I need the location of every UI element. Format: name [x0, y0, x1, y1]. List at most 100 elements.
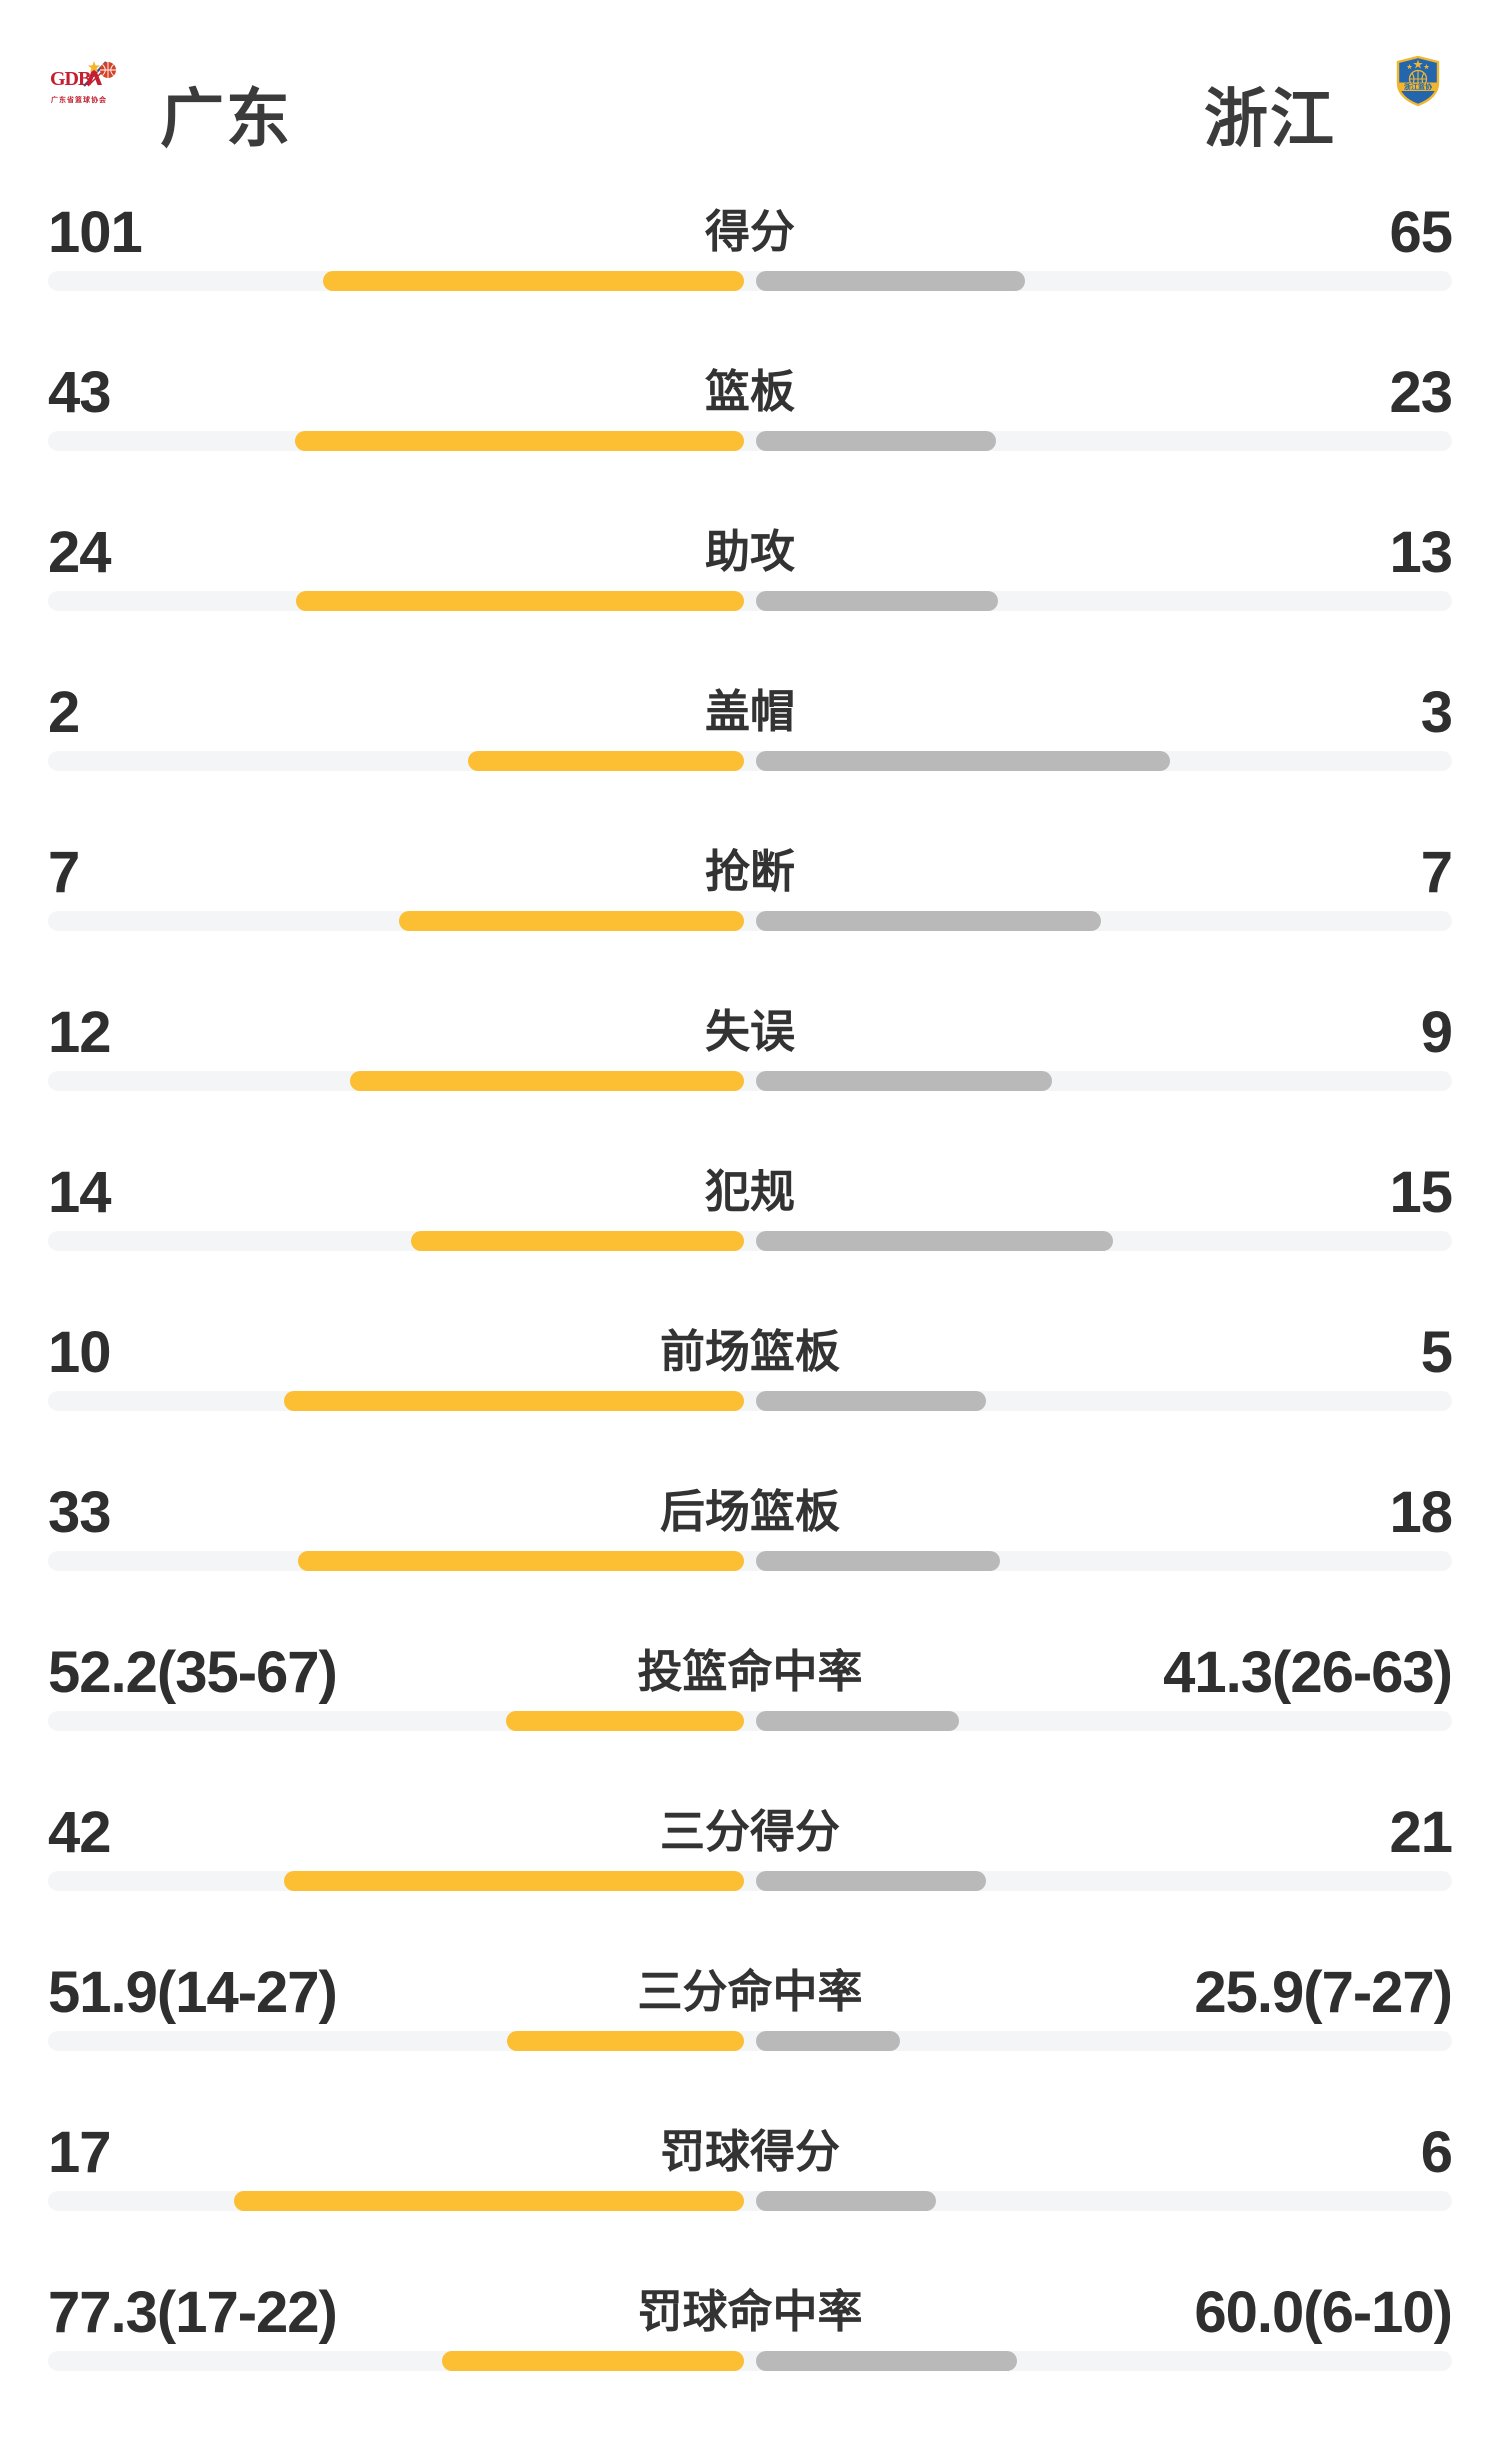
- header: GDB 广东省篮球协会 广东 浙江 ★ ★ ★ 浙江篮协: [48, 0, 1452, 200]
- home-value: 2: [48, 679, 80, 745]
- away-value: 3: [1420, 679, 1453, 745]
- bar-track: [48, 1071, 1452, 1091]
- home-bar: [399, 911, 744, 931]
- svg-text:★: ★: [1406, 64, 1412, 71]
- away-value: 18: [1389, 1479, 1453, 1545]
- home-bar: [468, 751, 744, 771]
- stat-label: 助攻: [704, 526, 795, 577]
- bar-track: [48, 1231, 1452, 1251]
- stat-row-assists: 24 13 助攻: [48, 519, 1453, 681]
- stats-list: 101 65 得分 43 23 篮板 24 13 助攻 2 3 盖帽: [48, 199, 1453, 2441]
- home-value: 52.2(35-67): [48, 1639, 338, 1705]
- home-bar: [442, 2351, 744, 2371]
- stat-label: 三分得分: [659, 1806, 840, 1857]
- stat-row-free-throw-points: 17 6 罚球得分: [48, 2119, 1453, 2281]
- stat-row-points: 101 65 得分: [48, 199, 1453, 361]
- stat-row-fouls: 14 15 犯规: [48, 1159, 1453, 1321]
- stat-row-free-throw-pct: 77.3(17-22) 60.0(6-10) 罚球命中率: [48, 2279, 1453, 2441]
- bar-track: [48, 911, 1452, 931]
- stat-label: 失误: [704, 1006, 795, 1057]
- zhejiang-logo-banner-text: 浙江篮协: [1404, 82, 1432, 91]
- away-value: 21: [1389, 1799, 1453, 1865]
- away-value: 7: [1420, 839, 1453, 905]
- home-value: 43: [48, 359, 112, 425]
- away-bar: [756, 1071, 1052, 1091]
- home-bar: [284, 1871, 744, 1891]
- stat-row-rebounds: 43 23 篮板: [48, 359, 1453, 521]
- bar-track: [48, 431, 1452, 451]
- away-value: 13: [1389, 519, 1453, 585]
- bar-track: [48, 751, 1452, 771]
- home-value: 51.9(14-27): [48, 1959, 338, 2025]
- stat-label: 投篮命中率: [637, 1646, 863, 1697]
- away-bar: [756, 431, 996, 451]
- away-value: 23: [1389, 359, 1453, 425]
- away-value: 25.9(7-27): [1194, 1959, 1453, 2025]
- bar-track: [48, 1391, 1452, 1411]
- away-bar: [756, 751, 1170, 771]
- home-bar: [411, 1231, 744, 1251]
- bar-track: [48, 271, 1452, 291]
- bar-track: [48, 591, 1452, 611]
- away-value: 5: [1420, 1319, 1453, 1385]
- home-bar: [298, 1551, 744, 1571]
- home-value: 77.3(17-22): [48, 2279, 338, 2345]
- stat-label: 篮板: [704, 366, 795, 417]
- home-value: 10: [48, 1319, 112, 1385]
- bar-track: [48, 1551, 1452, 1571]
- gdba-logo-subtext: 广东省篮球协会: [51, 95, 107, 104]
- away-value: 65: [1389, 199, 1453, 265]
- away-bar: [756, 2351, 1017, 2371]
- bar-track: [48, 2351, 1452, 2371]
- home-bar: [296, 591, 744, 611]
- bar-track: [48, 1711, 1452, 1731]
- stat-row-three-point-points: 42 21 三分得分: [48, 1799, 1453, 1961]
- home-bar: [284, 1391, 744, 1411]
- zhejiang-away-team-logo-icon: ★ ★ ★ 浙江篮协: [1396, 55, 1440, 107]
- home-bar: [323, 271, 744, 291]
- bar-track: [48, 1871, 1452, 1891]
- away-value: 15: [1389, 1159, 1453, 1225]
- home-value: 7: [48, 839, 80, 905]
- home-team-name: 广东: [160, 83, 292, 155]
- stat-label: 抢断: [704, 846, 795, 897]
- away-value: 9: [1420, 999, 1453, 1065]
- away-bar: [756, 1551, 1000, 1571]
- home-bar: [506, 1711, 744, 1731]
- away-value: 41.3(26-63): [1163, 1639, 1453, 1705]
- stat-label: 盖帽: [704, 686, 795, 737]
- home-value: 33: [48, 1479, 112, 1545]
- svg-text:GDB: GDB: [50, 68, 91, 90]
- gdba-home-team-logo-icon: GDB 广东省篮球协会: [50, 61, 116, 104]
- away-bar: [756, 911, 1101, 931]
- away-bar: [756, 1711, 959, 1731]
- stat-label: 罚球得分: [659, 2126, 840, 2177]
- stat-row-steals: 7 7 抢断: [48, 839, 1453, 1001]
- stat-row-three-point-pct: 51.9(14-27) 25.9(7-27) 三分命中率: [48, 1959, 1453, 2121]
- stat-row-turnovers: 12 9 失误: [48, 999, 1453, 1161]
- bar-track: [48, 2031, 1452, 2051]
- away-bar: [756, 1391, 986, 1411]
- home-value: 17: [48, 2119, 112, 2185]
- home-bar: [234, 2191, 744, 2211]
- home-value: 24: [48, 519, 112, 585]
- stat-label: 犯规: [704, 1166, 795, 1217]
- home-value: 14: [48, 1159, 112, 1225]
- away-bar: [756, 271, 1025, 291]
- home-bar: [507, 2031, 744, 2051]
- stat-row-field-goal-pct: 52.2(35-67) 41.3(26-63) 投篮命中率: [48, 1639, 1453, 1801]
- home-value: 101: [48, 199, 143, 265]
- stat-label: 罚球命中率: [637, 2286, 863, 2337]
- away-bar: [756, 1871, 986, 1891]
- stat-label: 三分命中率: [637, 1966, 863, 2017]
- home-value: 42: [48, 1799, 112, 1865]
- stat-label: 得分: [704, 206, 795, 257]
- stat-row-defensive-rebounds: 33 18 后场篮板: [48, 1479, 1453, 1641]
- stat-row-blocks: 2 3 盖帽: [48, 679, 1453, 841]
- away-bar: [756, 1231, 1113, 1251]
- svg-text:★: ★: [1413, 60, 1423, 71]
- home-bar: [295, 431, 744, 451]
- stat-label: 前场篮板: [659, 1326, 840, 1377]
- home-value: 12: [48, 999, 112, 1065]
